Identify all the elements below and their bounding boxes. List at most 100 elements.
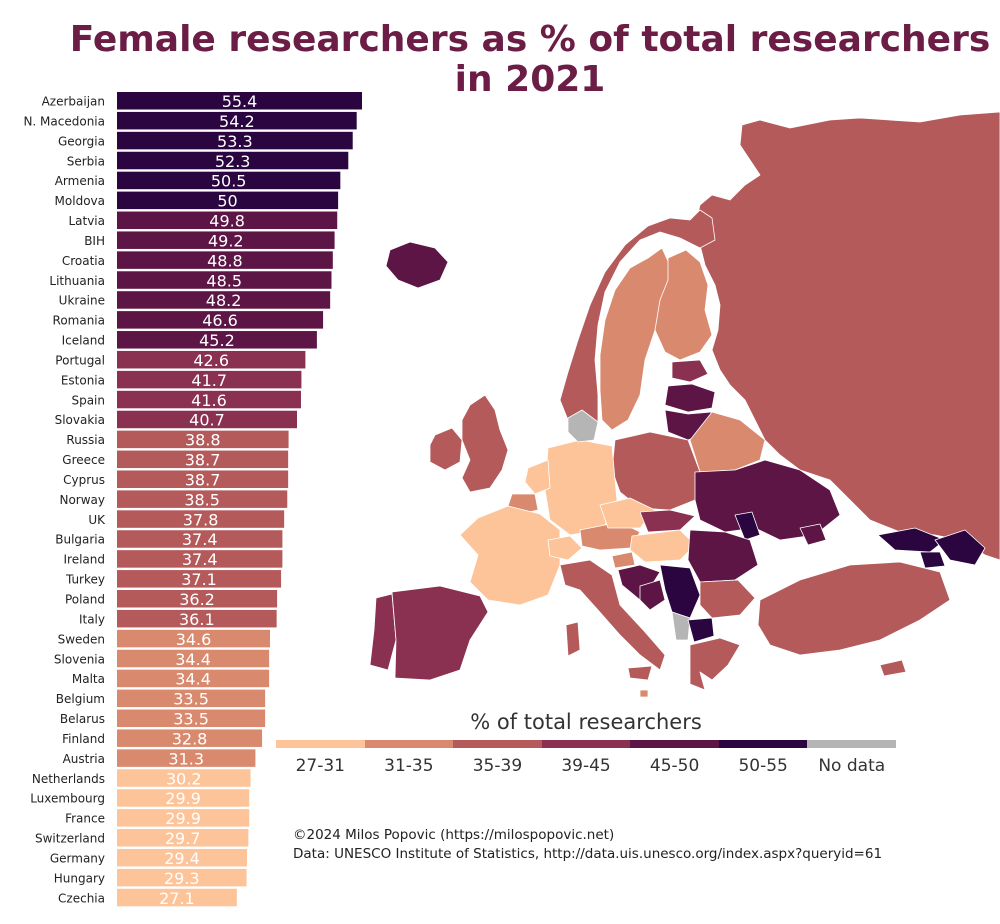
bar-spain: [117, 390, 301, 409]
bar-label-latvia: Latvia: [68, 214, 105, 228]
bar-cyprus: [117, 470, 289, 488]
bar-value-hungary: 29.3: [164, 869, 200, 888]
bar-label-greece: Greece: [62, 453, 105, 467]
map-norway: [559, 209, 716, 433]
bar-value-france: 29.9: [165, 809, 201, 828]
bar-label-hungary: Hungary: [54, 871, 105, 885]
bar-value-malta: 34.4: [175, 670, 211, 689]
title-line-1: Female researchers as % of total researc…: [69, 19, 991, 60]
bar-value-estonia: 41.7: [191, 371, 227, 390]
bar-lithuania: [117, 271, 332, 289]
map-nmacedonia: [687, 617, 715, 643]
legend-swatch: [630, 740, 719, 748]
bar-germany: [117, 848, 248, 867]
bar-value-sweden: 34.6: [176, 630, 212, 649]
bar-label-norway: Norway: [59, 493, 105, 507]
legend-label: 45-50: [649, 756, 700, 776]
map-turkey: [757, 561, 951, 656]
bar-azerbaijan: [117, 92, 362, 110]
chart-title: Female researchers as % of total researc…: [0, 20, 1000, 100]
legend-swatch: [276, 740, 365, 748]
map-switzerland: [547, 535, 583, 561]
bar-switzerland: [117, 829, 249, 847]
bar-value-ireland: 37.4: [182, 550, 218, 569]
map-denmark: [567, 409, 599, 443]
map-bih: [639, 579, 666, 611]
bar-value-serbia: 52.3: [215, 152, 251, 171]
map-bulgaria: [699, 579, 756, 619]
bar-label-slovenia: Slovenia: [54, 652, 105, 666]
bar-label-georgia: Georgia: [58, 134, 105, 148]
bar-czechia: [117, 888, 237, 907]
bar-label-moldova: Moldova: [55, 194, 105, 208]
bar-netherlands: [117, 769, 251, 787]
bar-luxembourg: [117, 789, 250, 807]
bar-turkey: [117, 570, 282, 588]
map-kosovo: [671, 611, 691, 641]
bar-norway: [117, 490, 288, 508]
legend-item-39-45: 39-45: [541, 740, 631, 776]
bar-value-spain: 41.6: [191, 391, 227, 410]
bar-label-czechia: Czechia: [58, 891, 105, 905]
bar-value-germany: 29.4: [164, 849, 200, 868]
bar-armenia: [117, 171, 341, 190]
bar-value-romania: 46.6: [202, 311, 238, 330]
bar-label-belarus: Belarus: [60, 712, 105, 726]
bar-value-uk: 37.8: [183, 510, 219, 529]
bar-value-lithuania: 48.5: [206, 271, 242, 290]
bar-value-italy: 36.1: [179, 610, 215, 629]
legend-label: 39-45: [561, 756, 611, 776]
map-france: [459, 505, 561, 606]
bar-austria: [117, 749, 256, 767]
bar-value-bih: 49.2: [208, 231, 244, 250]
bar-estonia: [117, 370, 302, 389]
bar-label-bulgaria: Bulgaria: [55, 533, 105, 547]
bar-label-cyprus: Cyprus: [63, 473, 105, 487]
bar-label-ukraine: Ukraine: [59, 294, 105, 308]
bar-value-luxembourg: 29.9: [165, 789, 201, 808]
map-slovakia: [639, 509, 696, 533]
bar-romania: [117, 311, 324, 329]
map-armenia: [919, 551, 946, 569]
legend-label: 35-39: [472, 756, 523, 776]
bar-slovenia: [117, 649, 270, 668]
bar-label-n-macedonia: N. Macedonia: [23, 114, 105, 128]
bar-label-malta: Malta: [72, 672, 105, 686]
bar-value-n-macedonia: 54.2: [219, 112, 255, 131]
bar-value-russia: 38.8: [185, 431, 221, 450]
map-latvia: [664, 383, 716, 413]
map-russia: [694, 111, 1000, 561]
map-greece: [689, 637, 741, 691]
bar-croatia: [117, 251, 333, 269]
bar-uk: [117, 510, 285, 528]
legend-item-50-55: 50-55: [718, 740, 808, 776]
legend-item-no-data: No data: [807, 740, 897, 776]
bar-bih: [117, 231, 335, 249]
bar-label-iceland: Iceland: [62, 334, 105, 348]
bar-value-armenia: 50.5: [211, 172, 247, 191]
credits-source: Data: UNESCO Institute of Statistics, ht…: [293, 846, 883, 862]
map-malta: [639, 689, 649, 698]
legend-item-45-50: 45-50: [630, 740, 719, 776]
bar-label-turkey: Turkey: [65, 573, 105, 587]
bar-label-ireland: Ireland: [63, 553, 105, 567]
map-sicily: [627, 665, 653, 681]
legend-title: % of total researchers: [470, 710, 702, 734]
bar-label-slovakia: Slovakia: [55, 413, 105, 427]
bar-value-portugal: 42.6: [193, 351, 229, 370]
bar-russia: [117, 430, 289, 449]
map-azerbaijan: [934, 529, 986, 566]
bar-latvia: [117, 211, 338, 230]
bar-value-slovenia: 34.4: [175, 650, 211, 669]
bar-hungary: [117, 868, 247, 887]
bar-value-belgium: 33.5: [173, 690, 209, 709]
bar-value-norway: 38.5: [184, 490, 220, 509]
legend-label: 50-55: [738, 756, 788, 776]
bar-value-austria: 31.3: [168, 749, 204, 768]
bar-value-finland: 32.8: [172, 729, 208, 748]
bar-value-croatia: 48.8: [207, 251, 243, 270]
bar-portugal: [117, 350, 306, 369]
bar-slovakia: [117, 410, 297, 429]
bar-label-sweden: Sweden: [58, 632, 105, 646]
